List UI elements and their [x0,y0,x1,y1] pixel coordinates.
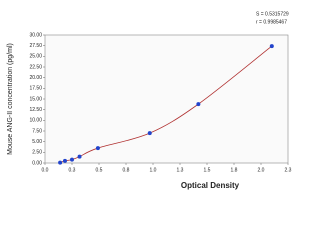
x-tick-label: 1.8 [231,167,238,173]
plot-area [44,34,289,164]
data-point [147,131,152,136]
x-tick-label: 0.3 [69,167,76,173]
data-point [196,102,201,107]
y-tick-label: 25.00 [29,54,42,60]
y-tick-label: 27.50 [29,43,42,49]
data-point [95,146,100,151]
x-tick-label: 0.5 [96,167,103,173]
y-tick-label: 15.00 [29,96,42,102]
x-axis-label: Optical Density [181,181,240,190]
y-tick-label: 17.50 [29,86,42,92]
y-axis-label: Mouse ANG-II concentration (pg/ml) [7,43,14,155]
y-tick-label: 5.00 [32,139,42,145]
y-tick-label: 7.50 [32,128,42,134]
x-tick-label: 1.0 [150,167,157,173]
annotation: S = 0.5315729 [256,11,289,17]
data-point [58,160,63,165]
x-tick-label: 0.0 [42,167,49,173]
x-tick-label: 0.8 [123,167,130,173]
y-tick-label: 2.50 [32,150,42,156]
y-tick-label: 12.50 [29,107,42,113]
data-point [62,158,67,163]
y-tick-label: 0.00 [32,160,42,166]
annotation: r = 0.9985467 [256,19,287,25]
data-point [269,44,274,49]
data-point [77,154,82,159]
x-tick-label: 1.5 [204,167,211,173]
data-point [70,157,74,162]
y-tick-label: 20.00 [29,75,42,81]
page: {"chart_data": {"type": "scatter", "x_la… [6,11,292,191]
x-tick-label: 2.0 [258,167,265,173]
y-tick-label: 30.00 [29,32,42,38]
y-tick-label: 22.50 [29,64,42,70]
chart: Optical Density Mouse ANG-II concentrati… [7,11,292,190]
x-tick-label: 1.3 [177,167,184,173]
y-tick-label: 10.00 [29,118,42,124]
x-tick-label: 2.3 [285,167,292,173]
